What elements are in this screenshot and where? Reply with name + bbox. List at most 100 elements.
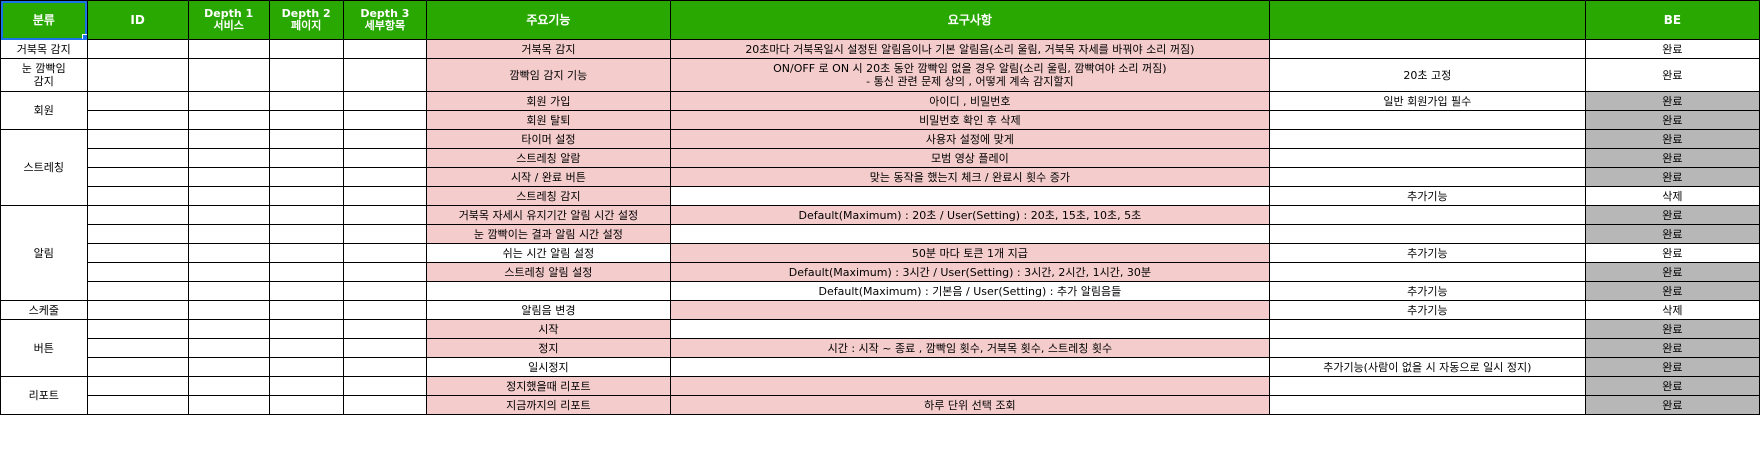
id-cell[interactable] [86,39,189,59]
depth1-cell[interactable] [187,243,270,263]
requirement-cell[interactable]: 20초마다 거북목일시 설정된 알림음이나 기본 알림음(소리 울림, 거북목 … [669,39,1270,59]
note-cell[interactable] [1268,205,1586,225]
feature-cell[interactable]: 스트레칭 알림 설정 [425,262,671,282]
be-status-cell[interactable]: 완료 [1584,39,1760,59]
depth3-cell[interactable] [342,167,427,187]
category-cell[interactable]: 스케줄 [0,300,88,320]
note-cell[interactable] [1268,376,1586,396]
depth3-cell[interactable] [342,186,427,206]
depth2-cell[interactable] [268,224,344,244]
depth1-cell[interactable] [187,395,270,415]
id-cell[interactable] [86,395,189,415]
requirement-cell[interactable] [669,376,1270,396]
depth2-cell[interactable] [268,243,344,263]
id-cell[interactable] [86,319,189,339]
requirement-cell[interactable]: 시간 : 시작 ~ 종료 , 깜빡임 횟수, 거북목 횟수, 스트레칭 횟수 [669,338,1270,358]
feature-cell[interactable]: 일시정지 [425,357,671,377]
feature-cell[interactable]: 스트레칭 감지 [425,186,671,206]
depth1-cell[interactable] [187,319,270,339]
depth1-cell[interactable] [187,167,270,187]
depth3-cell[interactable] [342,319,427,339]
depth3-cell[interactable] [342,129,427,149]
be-status-cell[interactable]: 완료 [1584,167,1760,187]
requirement-cell[interactable]: 사용자 설정에 맞게 [669,129,1270,149]
depth3-cell[interactable] [342,243,427,263]
feature-cell[interactable]: 눈 깜빡이는 결과 알림 시간 설정 [425,224,671,244]
depth1-cell[interactable] [187,110,270,130]
note-cell[interactable] [1268,167,1586,187]
be-status-cell[interactable]: 완료 [1584,224,1760,244]
category-cell[interactable]: 버튼 [0,319,88,377]
header-cell-depth1[interactable]: Depth 1 서비스 [187,0,270,40]
depth2-cell[interactable] [268,167,344,187]
depth1-cell[interactable] [187,357,270,377]
depth2-cell[interactable] [268,376,344,396]
note-cell[interactable] [1268,148,1586,168]
depth1-cell[interactable] [187,129,270,149]
note-cell[interactable]: 추가기능 [1268,243,1586,263]
feature-cell[interactable]: 회원 탈퇴 [425,110,671,130]
category-cell[interactable]: 스트레칭 [0,129,88,206]
depth1-cell[interactable] [187,300,270,320]
depth3-cell[interactable] [342,224,427,244]
id-cell[interactable] [86,186,189,206]
feature-cell[interactable]: 쉬는 시간 알림 설정 [425,243,671,263]
depth1-cell[interactable] [187,281,270,301]
header-cell-id[interactable]: ID [86,0,189,40]
note-cell[interactable] [1268,319,1586,339]
id-cell[interactable] [86,262,189,282]
note-cell[interactable] [1268,39,1586,59]
feature-cell[interactable]: 회원 가입 [425,91,671,111]
category-cell[interactable]: 눈 깜빡임 감지 [0,58,88,92]
requirement-cell[interactable]: Default(Maximum) : 기본음 / User(Setting) :… [669,281,1270,301]
depth2-cell[interactable] [268,357,344,377]
depth1-cell[interactable] [187,376,270,396]
feature-cell[interactable]: 시작 [425,319,671,339]
depth1-cell[interactable] [187,338,270,358]
depth1-cell[interactable] [187,91,270,111]
depth3-cell[interactable] [342,39,427,59]
depth3-cell[interactable] [342,281,427,301]
depth2-cell[interactable] [268,129,344,149]
depth2-cell[interactable] [268,338,344,358]
depth3-cell[interactable] [342,205,427,225]
depth1-cell[interactable] [187,205,270,225]
selection-fill-handle[interactable] [81,34,87,39]
id-cell[interactable] [86,338,189,358]
id-cell[interactable] [86,148,189,168]
header-cell-feature[interactable]: 주요기능 [425,0,671,40]
id-cell[interactable] [86,129,189,149]
depth2-cell[interactable] [268,262,344,282]
category-cell[interactable]: 회원 [0,91,88,130]
depth2-cell[interactable] [268,148,344,168]
feature-cell[interactable] [425,281,671,301]
category-cell[interactable]: 거북목 감지 [0,39,88,59]
be-status-cell[interactable]: 완료 [1584,205,1760,225]
requirement-cell[interactable]: 모범 영상 플레이 [669,148,1270,168]
note-cell[interactable] [1268,262,1586,282]
feature-cell[interactable]: 타이머 설정 [425,129,671,149]
note-cell[interactable] [1268,110,1586,130]
requirement-cell[interactable]: ON/OFF 로 ON 시 20초 동안 깜빡임 없을 경우 알림(소리 울림,… [669,58,1270,92]
requirement-cell[interactable] [669,300,1270,320]
be-status-cell[interactable]: 완료 [1584,281,1760,301]
depth2-cell[interactable] [268,186,344,206]
depth1-cell[interactable] [187,224,270,244]
feature-cell[interactable]: 알림음 변경 [425,300,671,320]
depth2-cell[interactable] [268,395,344,415]
note-cell[interactable] [1268,129,1586,149]
note-cell[interactable]: 20초 고정 [1268,58,1586,92]
depth3-cell[interactable] [342,110,427,130]
note-cell[interactable]: 추가기능 [1268,281,1586,301]
note-cell[interactable]: 추가기능 [1268,300,1586,320]
feature-cell[interactable]: 스트레칭 알람 [425,148,671,168]
depth2-cell[interactable] [268,300,344,320]
note-cell[interactable] [1268,224,1586,244]
depth3-cell[interactable] [342,262,427,282]
be-status-cell[interactable]: 완료 [1584,376,1760,396]
header-cell-be[interactable]: BE [1584,0,1760,40]
feature-cell[interactable]: 시작 / 완료 버튼 [425,167,671,187]
requirement-cell[interactable]: 맞는 동작을 했는지 체크 / 완료시 횟수 증가 [669,167,1270,187]
id-cell[interactable] [86,91,189,111]
feature-cell[interactable]: 거북목 감지 [425,39,671,59]
